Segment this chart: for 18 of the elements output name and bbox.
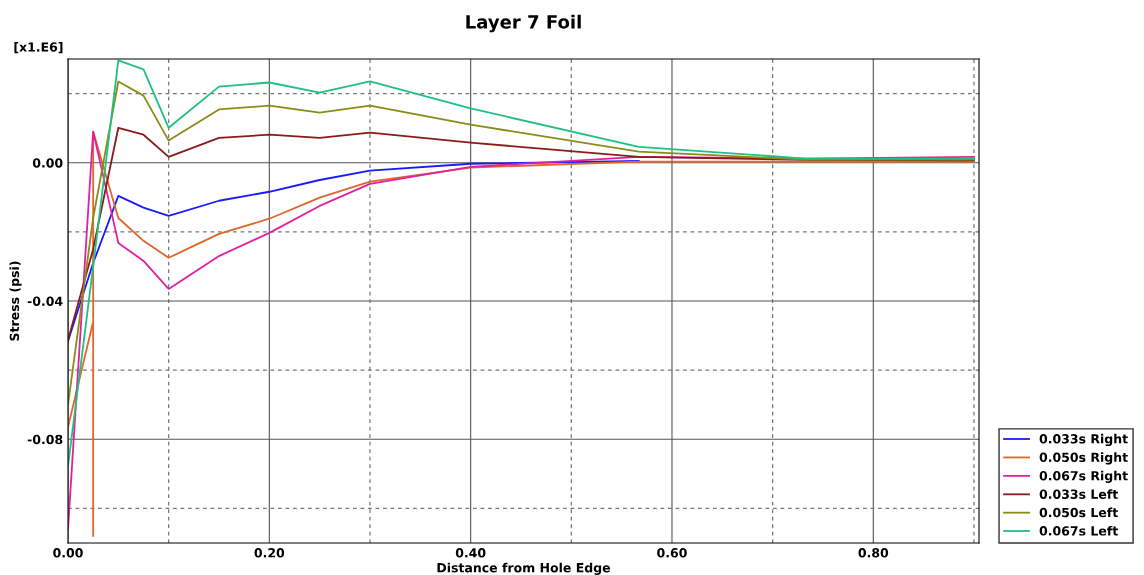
- x-axis-title: Distance from Hole Edge: [437, 562, 611, 575]
- y-tick-label: 0.00: [32, 158, 63, 168]
- legend-label: 0.050s Right: [1039, 452, 1128, 465]
- x-tick-label: 0.00: [53, 548, 83, 558]
- x-tick-label: 0.40: [455, 548, 486, 558]
- legend-label: 0.067s Left: [1039, 525, 1118, 536]
- text: [x1.E6]: [14, 42, 63, 54]
- y-tick-label: -0.04: [27, 296, 63, 306]
- legend-label: 0.050s Left: [1039, 507, 1118, 518]
- x-tick-label: 0.20: [254, 548, 285, 558]
- y-tick-label: -0.08: [27, 434, 63, 445]
- y-axis-title: Stress (psi): [9, 261, 22, 341]
- legend-label: 0.033s Left: [1039, 489, 1118, 499]
- legend-label: 0.033s Right: [1039, 433, 1128, 447]
- legend-label: 0.067s Right: [1039, 470, 1128, 483]
- x-tick-label: 0.80: [858, 548, 889, 558]
- x-tick-label: 0.60: [657, 548, 687, 558]
- chart-title: Layer 7 Foil: [466, 14, 581, 33]
